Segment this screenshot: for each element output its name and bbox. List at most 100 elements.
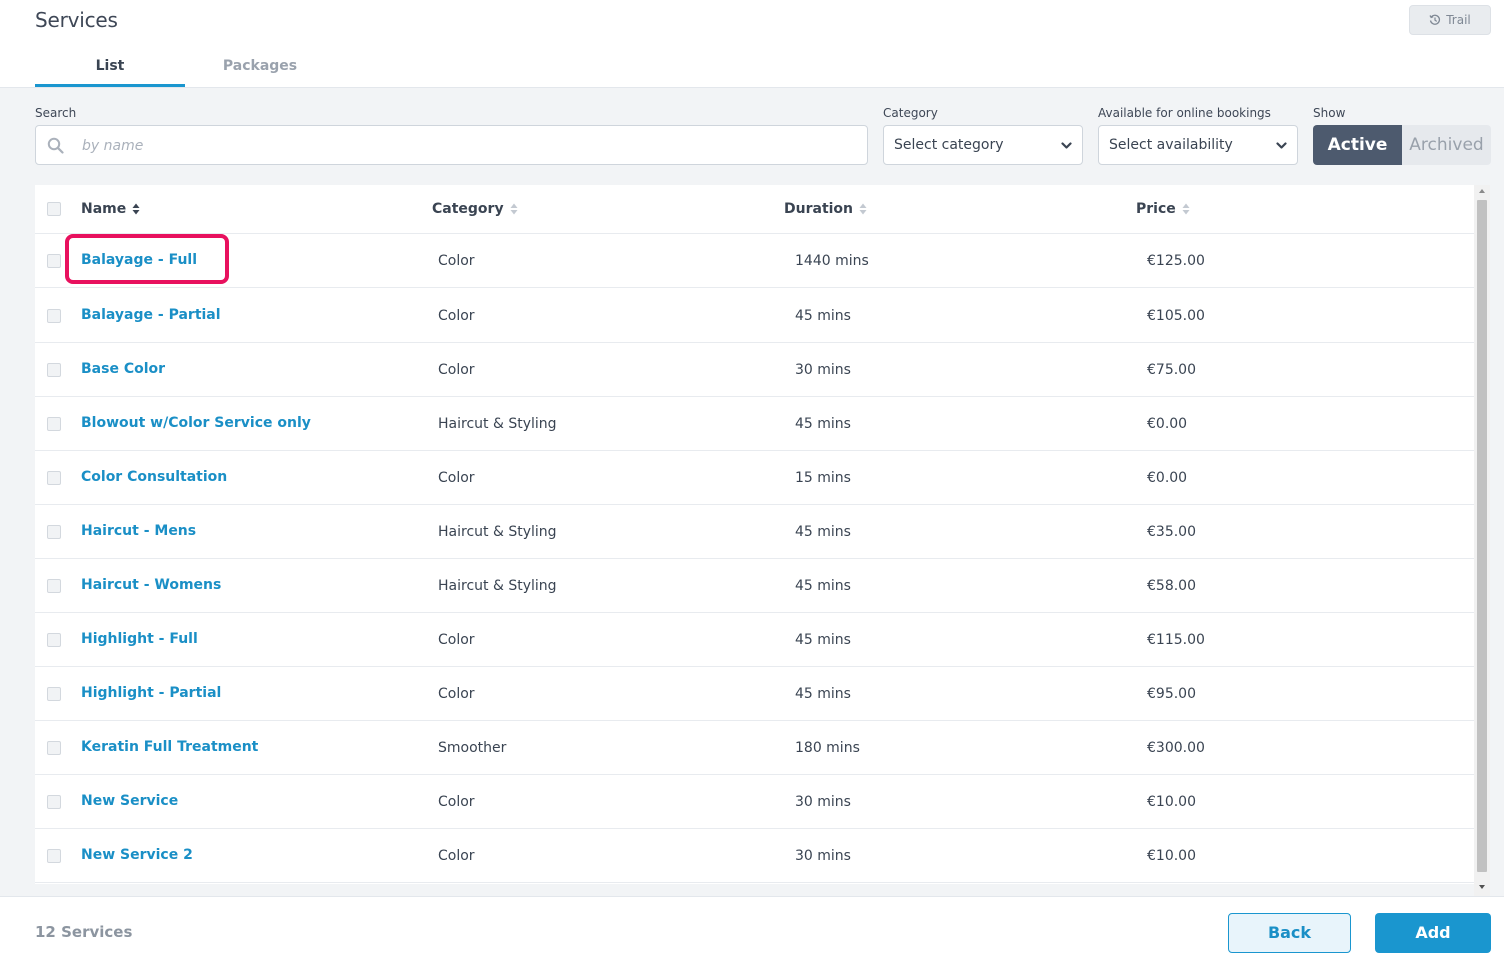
service-name-link[interactable]: New Service 2 bbox=[81, 847, 193, 863]
table-row[interactable]: Blowout w/Color Service only Haircut & S… bbox=[35, 397, 1474, 451]
add-button[interactable]: Add bbox=[1375, 913, 1491, 953]
table-row[interactable]: Highlight - Partial Color 45 mins €95.00 bbox=[35, 667, 1474, 721]
table-row[interactable]: Base Color Color 30 mins €75.00 bbox=[35, 343, 1474, 397]
table-row[interactable]: Balayage - Full Color 1440 mins €125.00 bbox=[35, 234, 1474, 288]
scroll-up-arrow-icon[interactable] bbox=[1478, 187, 1486, 195]
row-checkbox[interactable] bbox=[47, 579, 61, 593]
service-price: €10.00 bbox=[1147, 794, 1196, 810]
service-price: €58.00 bbox=[1147, 578, 1196, 594]
back-button[interactable]: Back bbox=[1228, 913, 1351, 953]
row-checkbox[interactable] bbox=[47, 849, 61, 863]
row-checkbox[interactable] bbox=[47, 687, 61, 701]
search-field[interactable] bbox=[35, 125, 868, 165]
service-price: €115.00 bbox=[1147, 632, 1205, 648]
sort-icon bbox=[510, 203, 518, 215]
row-checkbox[interactable] bbox=[47, 525, 61, 539]
row-checkbox[interactable] bbox=[47, 633, 61, 647]
service-name-link[interactable]: Base Color bbox=[81, 361, 166, 377]
service-category: Color bbox=[438, 686, 475, 702]
row-checkbox[interactable] bbox=[47, 795, 61, 809]
column-price-label: Price bbox=[1136, 201, 1176, 217]
service-price: €300.00 bbox=[1147, 740, 1205, 756]
service-duration: 15 mins bbox=[795, 470, 851, 486]
trail-button[interactable]: Trail bbox=[1409, 5, 1491, 35]
service-category: Color bbox=[438, 362, 475, 378]
table-row[interactable]: New Service Color 30 mins €10.00 bbox=[35, 775, 1474, 829]
table-row[interactable]: Balayage - Partial Color 45 mins €105.00 bbox=[35, 289, 1474, 343]
service-name-link[interactable]: Blowout w/Color Service only bbox=[81, 415, 311, 431]
service-category: Haircut & Styling bbox=[438, 416, 557, 432]
service-name-link[interactable]: Highlight - Partial bbox=[81, 685, 222, 701]
service-price: €0.00 bbox=[1147, 470, 1188, 486]
column-duration[interactable]: Duration bbox=[784, 201, 867, 217]
row-checkbox[interactable] bbox=[47, 363, 61, 377]
service-name-link[interactable]: Balayage - Full bbox=[81, 252, 198, 268]
column-category[interactable]: Category bbox=[432, 201, 518, 217]
service-duration: 1440 mins bbox=[795, 253, 869, 269]
service-name-link[interactable]: Keratin Full Treatment bbox=[81, 739, 259, 755]
table-row[interactable]: Haircut - Mens Haircut & Styling 45 mins… bbox=[35, 505, 1474, 559]
service-duration: 45 mins bbox=[795, 578, 851, 594]
service-name-link[interactable]: Highlight - Full bbox=[81, 631, 198, 647]
services-count: 12 Services bbox=[35, 923, 133, 941]
service-price: €95.00 bbox=[1147, 686, 1196, 702]
service-name-link[interactable]: Haircut - Mens bbox=[81, 523, 197, 539]
service-name-link[interactable]: Haircut - Womens bbox=[81, 577, 222, 593]
services-table: Name Category Duration Price Balayage - bbox=[35, 185, 1474, 884]
tab-packages[interactable]: Packages bbox=[222, 58, 298, 74]
service-price: €105.00 bbox=[1147, 308, 1205, 324]
service-price: €125.00 bbox=[1147, 253, 1205, 269]
column-category-label: Category bbox=[432, 201, 504, 217]
page-footer: 12 Services Back Add bbox=[0, 896, 1504, 964]
service-category: Color bbox=[438, 308, 475, 324]
service-duration: 45 mins bbox=[795, 632, 851, 648]
table-row[interactable]: Haircut - Womens Haircut & Styling 45 mi… bbox=[35, 559, 1474, 613]
history-icon bbox=[1429, 14, 1441, 25]
service-duration: 45 mins bbox=[795, 308, 851, 324]
table-header: Name Category Duration Price bbox=[35, 185, 1474, 234]
service-category: Haircut & Styling bbox=[438, 578, 557, 594]
service-name-link[interactable]: New Service bbox=[81, 793, 179, 809]
row-checkbox[interactable] bbox=[47, 471, 61, 485]
search-icon bbox=[47, 137, 64, 154]
scrollbar-thumb[interactable] bbox=[1477, 200, 1487, 872]
row-checkbox[interactable] bbox=[47, 254, 61, 268]
scroll-down-arrow-icon[interactable] bbox=[1478, 883, 1486, 891]
row-checkbox[interactable] bbox=[47, 417, 61, 431]
service-category: Color bbox=[438, 253, 475, 269]
table-row[interactable]: Keratin Full Treatment Smoother 180 mins… bbox=[35, 721, 1474, 775]
sort-icon bbox=[859, 203, 867, 215]
table-row[interactable]: New Service 2 Color 30 mins €10.00 bbox=[35, 829, 1474, 883]
availability-select-value: Select availability bbox=[1109, 137, 1233, 153]
row-checkbox[interactable] bbox=[47, 309, 61, 323]
availability-select[interactable]: Select availability bbox=[1098, 125, 1298, 165]
service-category: Color bbox=[438, 848, 475, 864]
show-active-toggle[interactable]: Active bbox=[1313, 125, 1402, 165]
column-price[interactable]: Price bbox=[1136, 201, 1190, 217]
trail-label: Trail bbox=[1446, 13, 1471, 27]
service-category: Color bbox=[438, 470, 475, 486]
service-duration: 45 mins bbox=[795, 524, 851, 540]
table-row[interactable]: Highlight - Full Color 45 mins €115.00 bbox=[35, 613, 1474, 667]
tab-list[interactable]: List bbox=[35, 56, 185, 87]
service-price: €35.00 bbox=[1147, 524, 1196, 540]
show-label: Show bbox=[1313, 106, 1346, 120]
category-select[interactable]: Select category bbox=[883, 125, 1083, 165]
column-duration-label: Duration bbox=[784, 201, 854, 217]
chevron-down-icon bbox=[1276, 142, 1287, 149]
table-row[interactable]: Color Consultation Color 15 mins €0.00 bbox=[35, 451, 1474, 505]
service-name-link[interactable]: Color Consultation bbox=[81, 469, 228, 485]
column-name[interactable]: Name bbox=[81, 201, 140, 217]
service-category: Color bbox=[438, 794, 475, 810]
service-price: €10.00 bbox=[1147, 848, 1196, 864]
show-archived-toggle[interactable]: Archived bbox=[1402, 125, 1491, 165]
service-name-link[interactable]: Balayage - Partial bbox=[81, 307, 221, 323]
select-all-checkbox[interactable] bbox=[47, 202, 61, 216]
row-checkbox[interactable] bbox=[47, 741, 61, 755]
service-duration: 45 mins bbox=[795, 416, 851, 432]
chevron-down-icon bbox=[1061, 142, 1072, 149]
service-duration: 180 mins bbox=[795, 740, 860, 756]
search-input[interactable] bbox=[82, 134, 852, 158]
service-duration: 45 mins bbox=[795, 686, 851, 702]
service-duration: 30 mins bbox=[795, 794, 851, 810]
